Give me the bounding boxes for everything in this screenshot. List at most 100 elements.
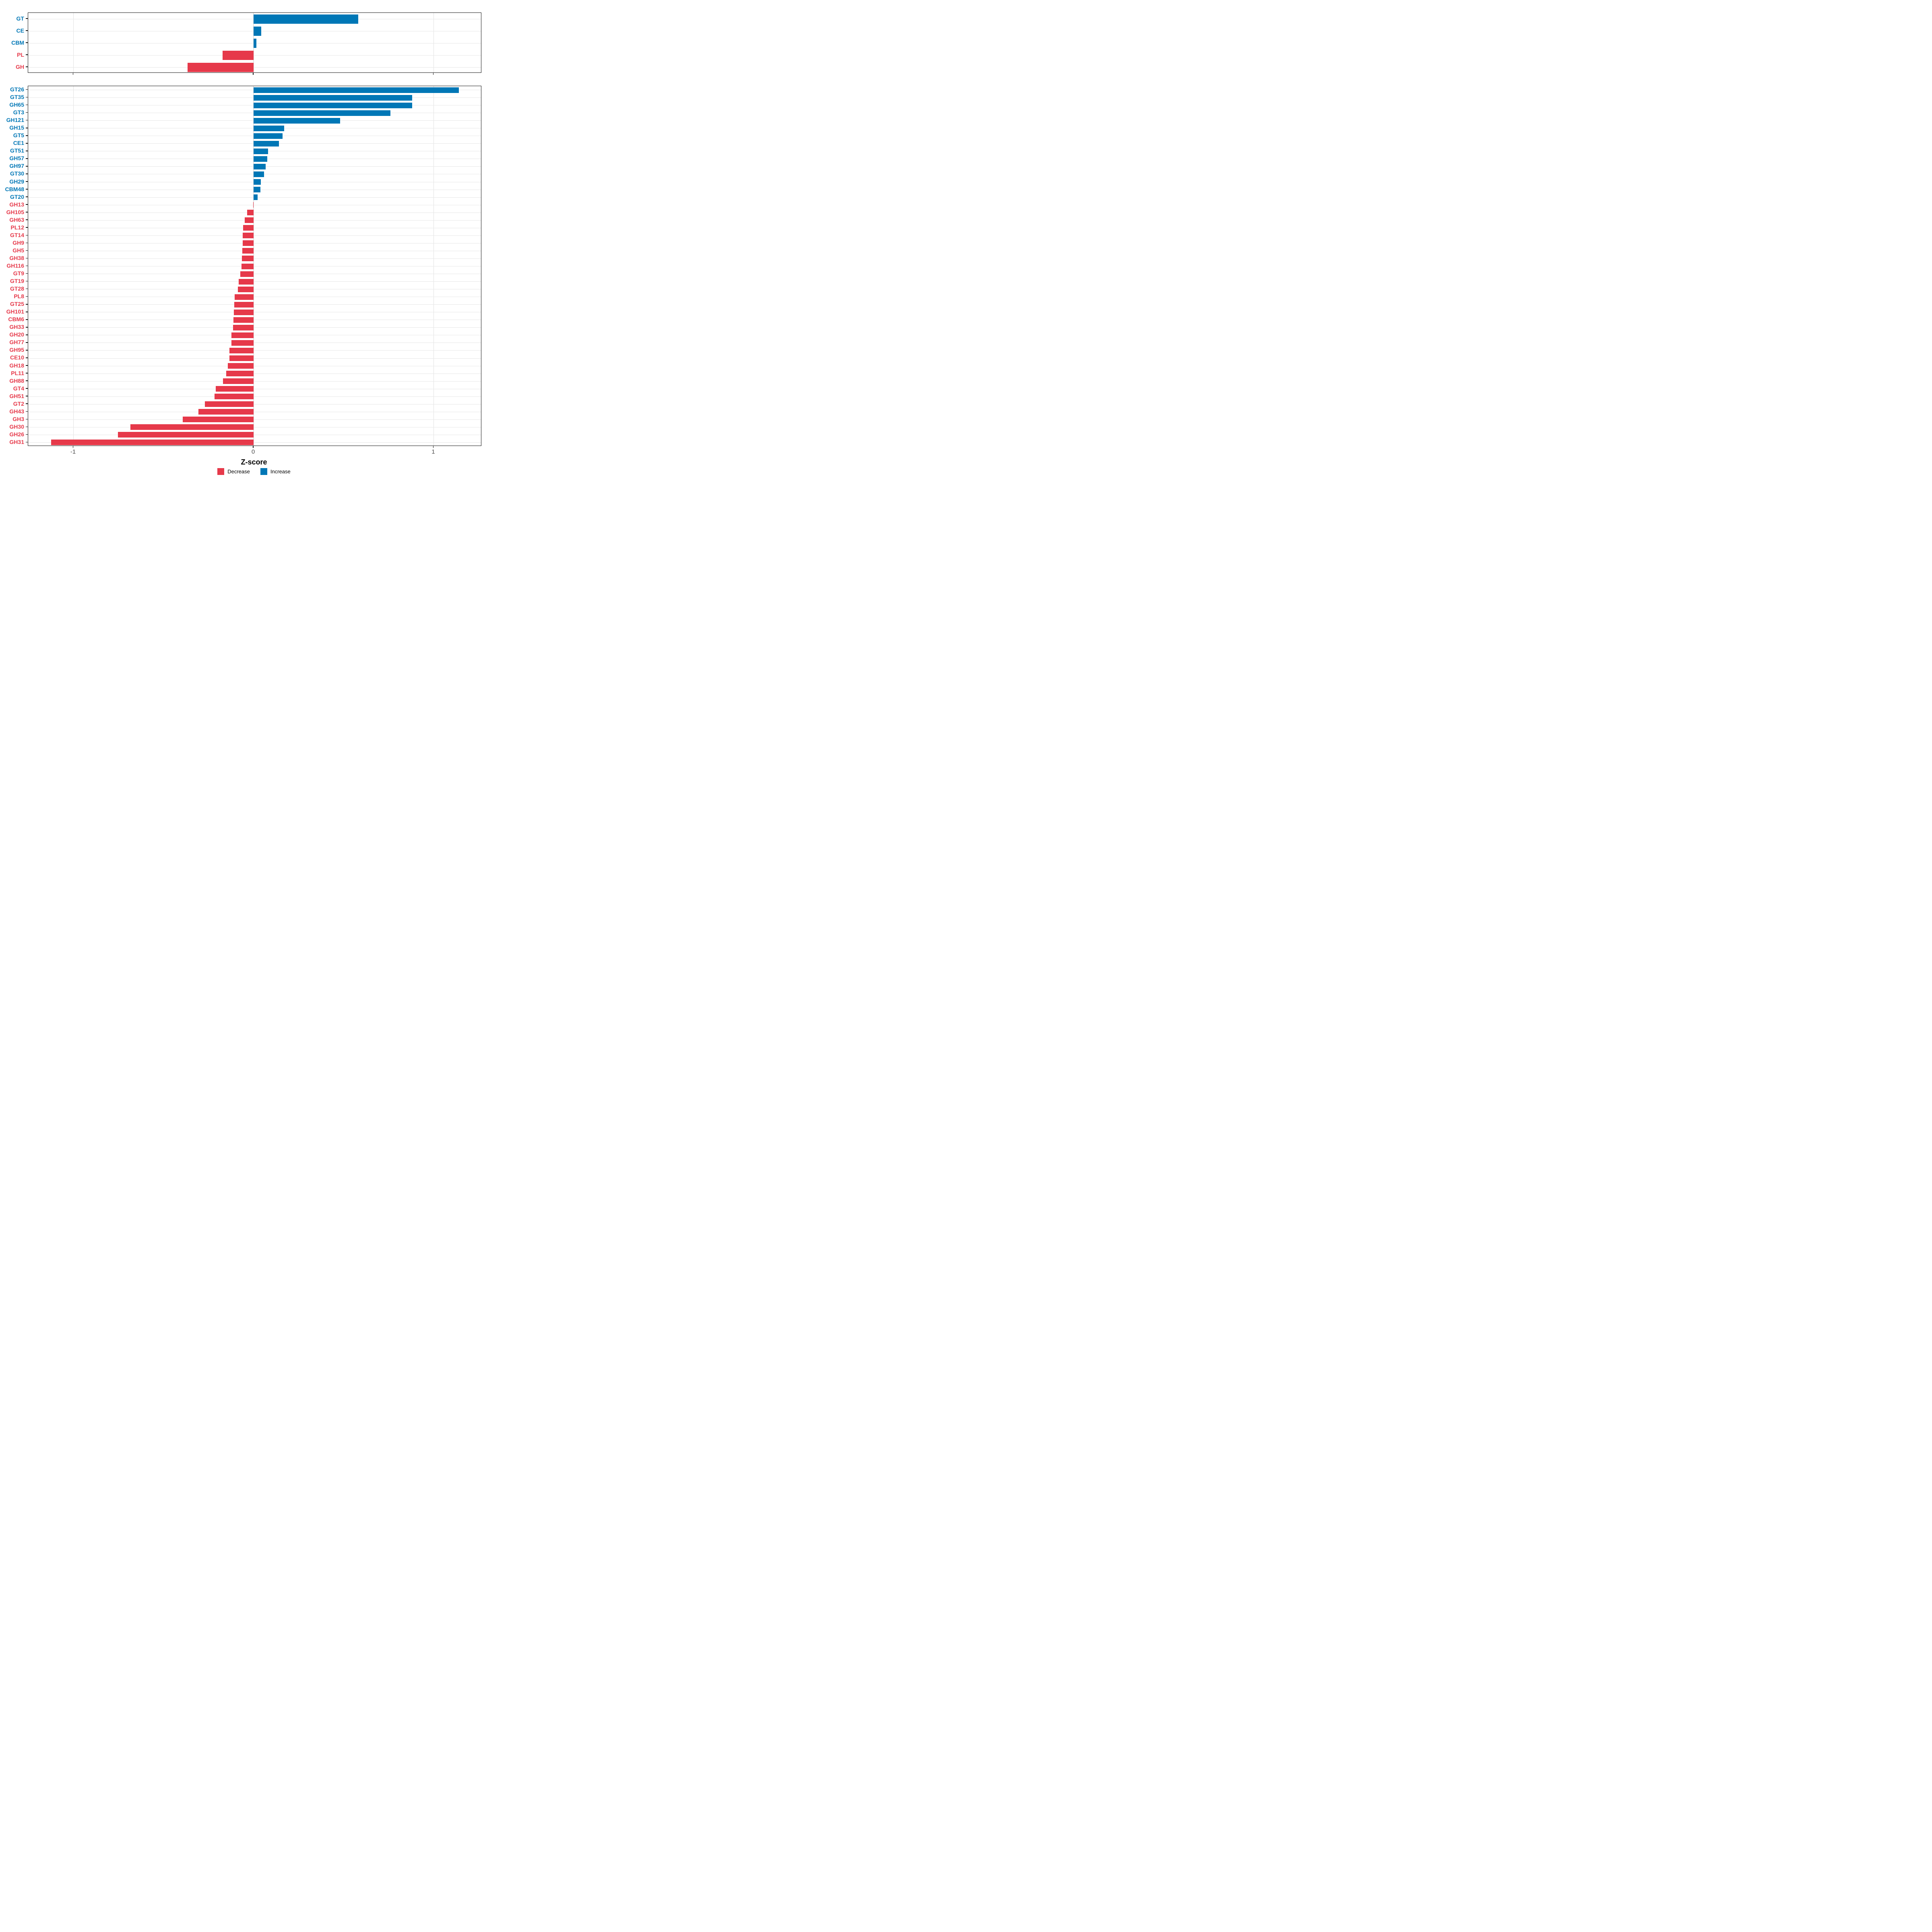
gridline-y-GH31 — [28, 442, 481, 443]
y-axis-label-CE1: CE1 — [13, 140, 24, 147]
bar-GH31 — [51, 440, 254, 446]
y-axis-label-GH18: GH18 — [9, 362, 24, 369]
bar-GH29 — [253, 179, 261, 185]
bar-GT35 — [253, 95, 412, 101]
y-tick-GH38 — [26, 258, 28, 259]
bar-GH33 — [233, 324, 254, 330]
y-axis-label-GH88: GH88 — [9, 377, 24, 384]
y-tick-GT5 — [26, 135, 28, 136]
y-axis-label-PL11: PL11 — [11, 369, 24, 376]
y-axis-label-CBM6: CBM6 — [8, 316, 24, 323]
y-tick-GH97 — [26, 166, 28, 167]
legend-item-increase: Increase — [260, 468, 291, 475]
x-tick-0-bottom-panel — [253, 446, 254, 448]
y-axis-label-GT4: GT4 — [13, 385, 24, 392]
y-tick-GH31 — [26, 442, 28, 443]
bar-GT19 — [239, 279, 254, 285]
bar-GH9 — [242, 240, 254, 246]
y-axis-label-GH: GH — [16, 64, 24, 70]
legend: Decrease Increase — [217, 468, 291, 475]
gridline-y-PL — [28, 55, 481, 56]
bar-GH38 — [242, 256, 254, 262]
y-tick-CE — [26, 30, 28, 31]
bar-GH15 — [253, 125, 285, 131]
y-tick-CE10 — [26, 357, 28, 358]
y-axis-label-PL8: PL8 — [14, 293, 24, 300]
bar-CE1 — [253, 140, 279, 147]
y-tick-PL12 — [26, 227, 28, 228]
y-axis-label-GH31: GH31 — [9, 438, 24, 445]
y-axis-label-GH116: GH116 — [6, 262, 24, 269]
bar-PL11 — [226, 371, 254, 377]
y-axis-label-GH20: GH20 — [9, 331, 24, 338]
y-tick-GT4 — [26, 388, 28, 389]
y-axis-label-GH77: GH77 — [9, 339, 24, 346]
legend-label-increase: Increase — [270, 469, 291, 475]
y-axis-label-CBM48: CBM48 — [5, 186, 24, 192]
y-tick-CE1 — [26, 143, 28, 144]
bar-GH13 — [253, 202, 254, 208]
y-tick-GH3 — [26, 419, 28, 420]
bar-GH65 — [253, 102, 412, 108]
y-axis-label-GT9: GT9 — [13, 270, 24, 277]
y-axis-label-GH121: GH121 — [6, 117, 24, 124]
y-tick-CBM48 — [26, 189, 28, 190]
y-axis-label-GH105: GH105 — [6, 208, 24, 215]
y-axis-label-GH63: GH63 — [9, 216, 24, 223]
gridline-x-0 — [253, 13, 254, 72]
y-axis-label-GH38: GH38 — [9, 254, 24, 261]
y-tick-GH5 — [26, 250, 28, 251]
bar-GH — [188, 62, 254, 72]
y-axis-label-CE10: CE10 — [10, 354, 24, 361]
bar-GT9 — [240, 271, 254, 277]
gridline-y-GH63 — [28, 220, 481, 221]
bar-GH77 — [231, 340, 254, 346]
y-tick-GT30 — [26, 173, 28, 174]
bar-GT30 — [253, 171, 264, 177]
y-axis-label-GH57: GH57 — [9, 155, 24, 162]
y-axis-label-GH97: GH97 — [9, 163, 24, 169]
bar-CE — [253, 26, 261, 36]
bar-GT28 — [237, 286, 254, 292]
y-axis-label-GT35: GT35 — [10, 94, 24, 101]
bar-GH51 — [214, 394, 254, 400]
y-axis-label-GH65: GH65 — [9, 101, 24, 108]
y-axis-label-GT2: GT2 — [13, 400, 24, 407]
y-tick-CBM6 — [26, 319, 28, 320]
y-axis-label-PL12: PL12 — [10, 224, 24, 231]
y-axis-label-GH26: GH26 — [9, 431, 24, 438]
gridline-y-GH33 — [28, 327, 481, 328]
gridline-x--1 — [73, 13, 74, 72]
gridline-y-CE10 — [28, 358, 481, 359]
x-axis-title: Z-score — [241, 458, 267, 466]
bar-GT51 — [253, 148, 268, 154]
legend-swatch-increase — [260, 468, 267, 475]
bar-GT2 — [205, 401, 254, 407]
y-tick-GH88 — [26, 380, 28, 381]
bar-GH97 — [253, 163, 266, 169]
x-tick-1-top-panel — [433, 73, 434, 75]
x-tick-label-0: 0 — [251, 448, 255, 455]
y-axis-label-CE: CE — [16, 27, 24, 34]
legend-swatch-decrease — [217, 468, 225, 475]
bar-GT26 — [253, 87, 459, 93]
bar-GH18 — [228, 363, 254, 369]
bar-GH30 — [130, 424, 254, 430]
gridline-y-GH9 — [28, 243, 481, 244]
y-tick-GH — [26, 66, 28, 67]
y-tick-GT — [26, 18, 28, 19]
y-tick-GT3 — [26, 112, 28, 113]
bar-GH5 — [242, 248, 254, 254]
legend-label-decrease: Decrease — [227, 469, 250, 475]
bar-GT — [253, 14, 358, 24]
gridline-x-1 — [433, 86, 434, 446]
y-tick-GH29 — [26, 181, 28, 182]
bar-GH121 — [253, 118, 340, 124]
gridline-y-GH95 — [28, 350, 481, 351]
y-axis-label-GT: GT — [16, 15, 24, 22]
bar-PL — [223, 50, 254, 60]
bar-GH95 — [229, 347, 254, 353]
x-tick-label--1: -1 — [70, 448, 76, 455]
y-axis-label-GH15: GH15 — [9, 124, 24, 131]
gridline-y-GT25 — [28, 304, 481, 305]
